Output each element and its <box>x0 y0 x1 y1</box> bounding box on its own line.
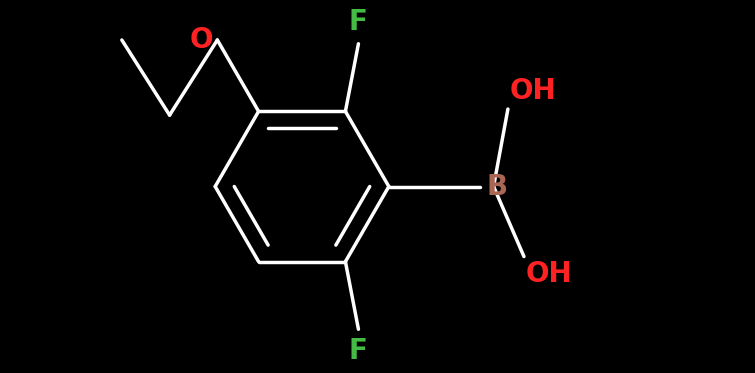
Text: F: F <box>349 337 368 365</box>
Text: F: F <box>349 8 368 36</box>
Text: OH: OH <box>525 260 572 288</box>
Text: B: B <box>486 172 507 201</box>
Text: OH: OH <box>510 77 556 105</box>
Text: O: O <box>190 26 214 54</box>
